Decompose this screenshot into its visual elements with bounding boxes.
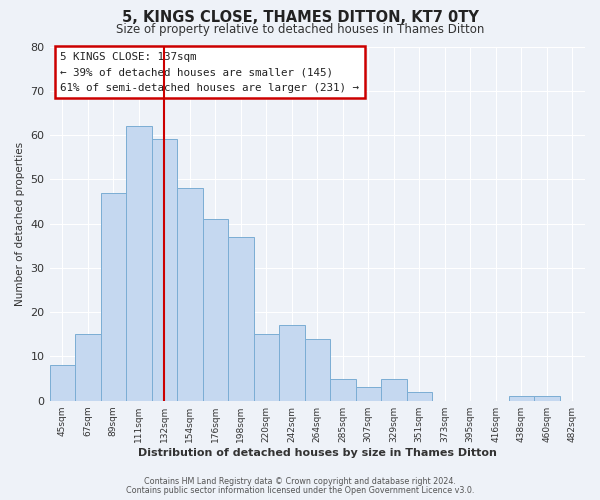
Bar: [330, 378, 356, 400]
X-axis label: Distribution of detached houses by size in Thames Ditton: Distribution of detached houses by size …: [138, 448, 497, 458]
Bar: [203, 219, 228, 400]
Y-axis label: Number of detached properties: Number of detached properties: [15, 142, 25, 306]
Bar: [534, 396, 560, 400]
Text: Contains HM Land Registry data © Crown copyright and database right 2024.: Contains HM Land Registry data © Crown c…: [144, 477, 456, 486]
Bar: [75, 334, 101, 400]
Bar: [152, 140, 177, 400]
Bar: [126, 126, 152, 400]
Bar: [101, 192, 126, 400]
Bar: [407, 392, 432, 400]
Text: 5 KINGS CLOSE: 137sqm
← 39% of detached houses are smaller (145)
61% of semi-det: 5 KINGS CLOSE: 137sqm ← 39% of detached …: [60, 52, 359, 93]
Text: Size of property relative to detached houses in Thames Ditton: Size of property relative to detached ho…: [116, 22, 484, 36]
Bar: [509, 396, 534, 400]
Bar: [279, 326, 305, 400]
Text: 5, KINGS CLOSE, THAMES DITTON, KT7 0TY: 5, KINGS CLOSE, THAMES DITTON, KT7 0TY: [122, 10, 478, 25]
Bar: [228, 237, 254, 400]
Bar: [381, 378, 407, 400]
Text: Contains public sector information licensed under the Open Government Licence v3: Contains public sector information licen…: [126, 486, 474, 495]
Bar: [305, 338, 330, 400]
Bar: [50, 366, 75, 400]
Bar: [177, 188, 203, 400]
Bar: [356, 388, 381, 400]
Bar: [254, 334, 279, 400]
